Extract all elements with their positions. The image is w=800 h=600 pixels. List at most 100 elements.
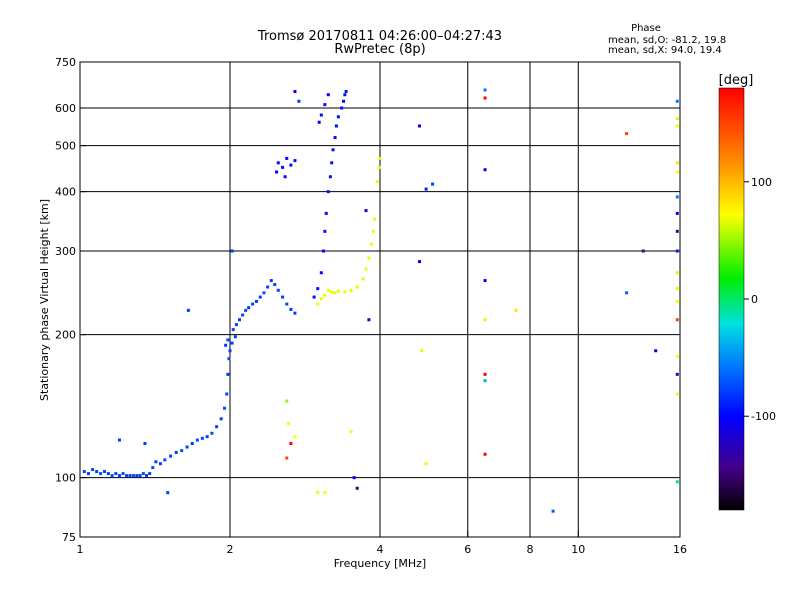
echo-point	[675, 287, 679, 291]
stats-o-line: mean, sd,O: -81.2, 19.8	[608, 35, 726, 46]
echo-point	[110, 474, 114, 478]
x-tick-label: 16	[673, 543, 687, 556]
echo-point	[367, 256, 371, 260]
echo-point	[289, 307, 293, 311]
stats-x-line: mean, sd,X: 94.0, 19.4	[608, 45, 722, 56]
echo-point	[377, 165, 381, 169]
echo-point	[483, 372, 487, 376]
echo-point	[223, 406, 227, 410]
echo-point	[99, 472, 103, 476]
echo-point	[210, 431, 214, 435]
x-tick-label: 1	[77, 543, 84, 556]
echo-point	[675, 299, 679, 303]
echo-point	[328, 175, 332, 179]
colorbar-tick-label: -100	[751, 410, 776, 423]
echo-point	[420, 349, 424, 353]
echo-point	[417, 260, 421, 264]
echo-point	[483, 96, 487, 100]
echo-point	[141, 472, 145, 476]
echo-point	[675, 211, 679, 215]
echo-point	[293, 311, 297, 315]
echo-point	[226, 372, 230, 376]
echo-point	[323, 229, 327, 233]
y-tick-label: 100	[55, 472, 76, 485]
echo-point	[138, 474, 142, 478]
echo-point	[131, 474, 135, 478]
echo-point	[675, 392, 679, 396]
echo-point	[336, 115, 340, 119]
echo-point	[293, 435, 297, 439]
echo-point	[114, 472, 118, 476]
echo-point	[158, 462, 162, 466]
echo-point	[319, 113, 323, 117]
y-tick-label: 200	[55, 329, 76, 342]
echo-point	[225, 392, 229, 396]
echo-point	[333, 136, 337, 140]
echo-point	[231, 328, 235, 332]
x-tick-label: 8	[527, 543, 534, 556]
echo-point	[283, 175, 287, 179]
echo-point	[234, 323, 238, 327]
colorbar-tick-label: 0	[751, 293, 758, 306]
echo-point	[227, 357, 231, 361]
echo-point	[373, 217, 377, 221]
echo-point	[166, 491, 170, 495]
echo-point	[675, 354, 679, 358]
echo-point	[275, 170, 279, 174]
stats-heading: Phase	[631, 23, 661, 34]
data-points	[82, 88, 679, 513]
echo-point	[200, 436, 204, 440]
echo-point	[319, 271, 323, 275]
echo-point	[103, 470, 107, 474]
echo-point	[483, 452, 487, 456]
echo-point	[316, 302, 320, 306]
echo-point	[323, 491, 327, 495]
echo-point	[483, 318, 487, 322]
echo-point	[205, 435, 209, 439]
echo-point	[86, 472, 90, 476]
chart-title: Tromsø 20170811 04:26:00–04:27:43	[257, 29, 502, 44]
x-tick-label: 10	[571, 543, 585, 556]
echo-point	[330, 290, 334, 294]
echo-point	[195, 438, 199, 442]
echo-point	[317, 120, 321, 124]
echo-point	[180, 449, 184, 453]
echo-point	[143, 442, 147, 446]
echo-point	[514, 308, 518, 312]
echo-point	[269, 279, 273, 283]
echo-point	[241, 313, 245, 317]
echo-point	[344, 90, 348, 94]
echo-point	[154, 460, 158, 464]
echo-point	[675, 372, 679, 376]
echo-point	[117, 438, 121, 442]
echo-point	[675, 124, 679, 128]
echo-point	[326, 93, 330, 97]
echo-point	[625, 291, 629, 295]
echo-point	[675, 271, 679, 275]
echo-point	[370, 242, 374, 246]
echo-point	[424, 187, 428, 191]
echo-point	[675, 249, 679, 253]
echo-point	[483, 279, 487, 283]
echo-point	[334, 124, 338, 128]
echo-point	[323, 103, 327, 107]
echo-point	[258, 295, 262, 299]
y-axis-ticks: 75 100 200 300 400 500 600 750	[55, 56, 86, 544]
y-axis-label: Stationary phase Virtual Height [km]	[38, 199, 51, 401]
echo-point	[675, 99, 679, 103]
echo-point	[675, 117, 679, 121]
echo-point	[230, 249, 234, 253]
x-tick-label: 4	[377, 543, 384, 556]
echo-point	[185, 445, 189, 449]
echo-point	[219, 417, 223, 421]
echo-point	[95, 470, 99, 474]
echo-point	[151, 466, 155, 470]
echo-point	[675, 229, 679, 233]
echo-point	[483, 168, 487, 172]
echo-point	[233, 335, 237, 339]
echo-point	[343, 290, 347, 294]
echo-point	[186, 308, 190, 312]
echo-point	[273, 283, 277, 287]
echo-point	[675, 318, 679, 322]
